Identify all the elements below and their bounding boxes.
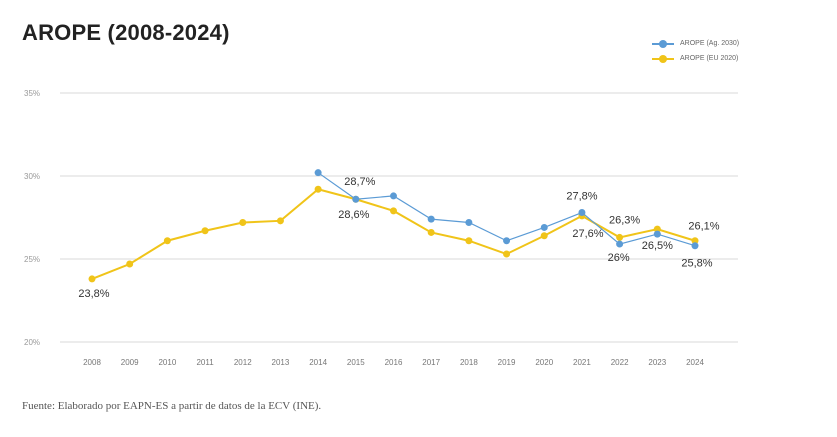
x-tick-label: 2011 <box>196 358 214 367</box>
legend-swatch-yellow <box>652 54 674 64</box>
series-line-eu2020 <box>91 188 696 280</box>
x-tick-label: 2017 <box>422 358 440 367</box>
legend-swatch-blue <box>652 39 674 49</box>
data-point <box>314 169 322 177</box>
x-tick-label: 2013 <box>272 358 290 367</box>
x-tick-label: 2019 <box>498 358 516 367</box>
source-note: Fuente: Elaborado por EAPN-ES a partir d… <box>22 400 322 412</box>
x-tick-label: 2008 <box>83 358 101 367</box>
x-tick-label: 2020 <box>535 358 553 367</box>
x-tick-label: 2022 <box>611 358 629 367</box>
legend: AROPE (Ag. 2030) AROPE (EU 2020) <box>652 36 739 66</box>
data-point <box>616 233 624 241</box>
data-point <box>352 195 360 203</box>
x-tick-label: 2015 <box>347 358 365 367</box>
y-tick-label: 25% <box>24 255 40 264</box>
y-tick-label: 20% <box>24 338 40 347</box>
data-point <box>653 225 661 233</box>
data-point <box>314 185 322 193</box>
data-point <box>578 209 586 217</box>
data-point <box>465 218 473 226</box>
x-tick-label: 2012 <box>234 358 252 367</box>
data-label: 26,5% <box>642 240 673 252</box>
x-tick-label: 2018 <box>460 358 478 367</box>
data-point <box>427 228 435 236</box>
data-point <box>691 237 699 245</box>
x-tick-label: 2014 <box>309 358 327 367</box>
data-point <box>427 215 435 223</box>
data-point <box>88 275 96 283</box>
x-tick-label: 2023 <box>648 358 666 367</box>
data-label: 28,7% <box>344 176 375 188</box>
x-tick-label: 2010 <box>158 358 176 367</box>
data-point <box>390 207 397 215</box>
x-tick-label: 2021 <box>573 358 591 367</box>
data-label: 23,8% <box>78 288 109 300</box>
x-tick-label: 2009 <box>121 358 139 367</box>
data-point <box>503 250 511 258</box>
data-point <box>653 230 661 238</box>
data-point <box>201 227 209 235</box>
data-point <box>616 240 624 248</box>
data-point <box>163 237 171 245</box>
data-label: 27,6% <box>572 228 603 240</box>
y-tick-label: 35% <box>24 89 40 98</box>
x-tick-label: 2024 <box>686 358 704 367</box>
data-point <box>465 237 473 245</box>
data-point <box>503 237 511 245</box>
data-point <box>540 232 548 240</box>
legend-label-eu2020: AROPE (EU 2020) <box>680 55 739 62</box>
data-point <box>126 260 134 268</box>
data-point <box>691 242 699 250</box>
data-point <box>239 218 247 226</box>
legend-label-ag2030: AROPE (Ag. 2030) <box>680 40 740 47</box>
data-label: 27,8% <box>566 191 597 203</box>
legend-item-ag2030: AROPE (Ag. 2030) <box>652 36 739 51</box>
data-point <box>390 192 397 200</box>
y-tick-label: 30% <box>24 172 40 181</box>
data-label: 25,8% <box>681 258 712 270</box>
x-tick-label: 2016 <box>385 358 403 367</box>
data-point <box>540 223 548 231</box>
data-label: 28,6% <box>338 209 369 221</box>
data-label: 26,3% <box>609 214 640 226</box>
data-label: 26% <box>608 252 630 264</box>
chart-title: AROPE (2008-2024) <box>22 20 230 45</box>
data-point <box>276 217 284 225</box>
legend-item-eu2020: AROPE (EU 2020) <box>652 51 739 66</box>
data-label: 26,1% <box>688 221 719 233</box>
